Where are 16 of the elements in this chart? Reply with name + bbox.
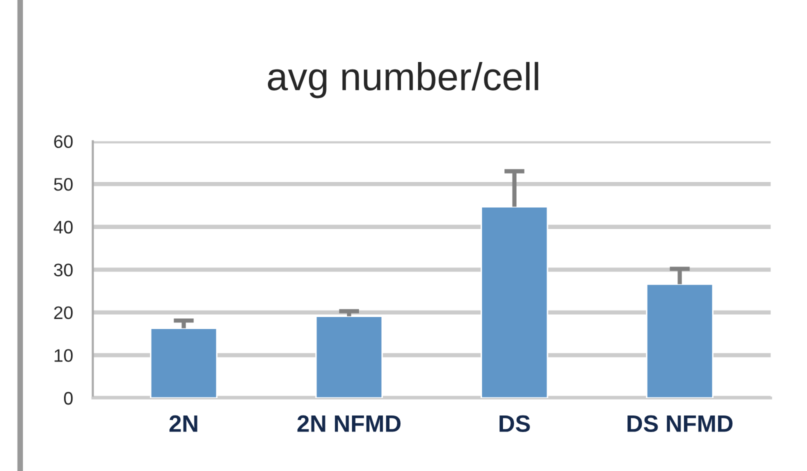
x-tick-label: DS NFMD	[628, 415, 733, 432]
y-tick-label: 30	[54, 264, 73, 276]
y-tick-label: 50	[54, 178, 73, 191]
y-tick-label: 0	[64, 392, 73, 405]
bar	[150, 328, 218, 398]
y-tick-label: 10	[54, 349, 73, 362]
y-tick-label: 40	[54, 220, 73, 234]
bar	[646, 284, 714, 398]
bar	[315, 316, 383, 398]
x-tick-label: 2N NFMD	[297, 415, 401, 432]
chart-title: avg number/cell	[268, 62, 538, 98]
x-tick-label: DS	[500, 415, 530, 432]
bar	[480, 206, 548, 398]
y-tick-label: 60	[54, 135, 73, 148]
x-tick-label: 2N	[169, 415, 198, 432]
y-tick-label: 20	[54, 306, 73, 320]
